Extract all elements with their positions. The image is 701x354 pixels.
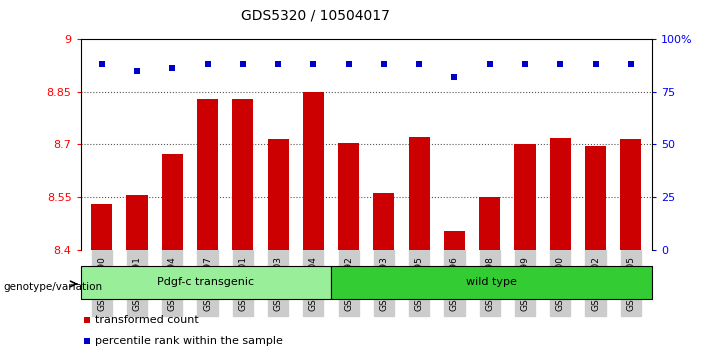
Point [202,61,213,67]
Point [237,61,248,67]
Point [379,61,390,67]
Point [519,61,531,67]
Bar [374,193,395,250]
Text: transformed count: transformed count [95,315,199,325]
Bar [479,197,501,250]
Point [273,61,284,67]
Bar [126,195,148,250]
Bar [338,143,359,250]
Bar [162,154,183,250]
Point [484,61,496,67]
Bar [331,266,652,299]
Text: percentile rank within the sample: percentile rank within the sample [95,336,283,346]
Bar [303,92,324,250]
Point [131,68,142,73]
Point [308,61,319,67]
Point [96,61,107,67]
Bar [409,137,430,250]
Bar [232,99,254,250]
Bar [268,139,289,250]
Point [590,61,601,67]
Text: Pdgf-c transgenic: Pdgf-c transgenic [157,277,254,287]
Text: genotype/variation: genotype/variation [4,282,102,292]
Text: GDS5320 / 10504017: GDS5320 / 10504017 [241,9,390,23]
Point [625,61,637,67]
Point [343,61,354,67]
Point [414,61,425,67]
Point [81,338,93,344]
Bar [620,139,641,250]
Bar [515,144,536,250]
Bar [550,138,571,250]
Bar [81,266,331,299]
Point [167,65,178,71]
Bar [197,99,218,250]
Point [449,74,460,80]
Text: wild type: wild type [465,277,517,287]
Bar [444,231,465,250]
Bar [91,204,112,250]
Bar [585,146,606,250]
Point [554,61,566,67]
Point [81,317,93,323]
